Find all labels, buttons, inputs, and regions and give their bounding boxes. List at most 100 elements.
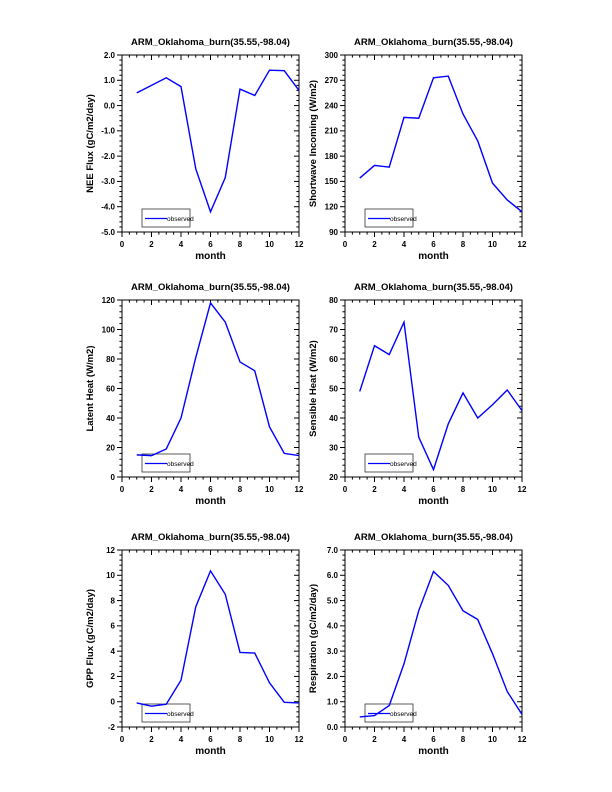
- x-tick-label: 4: [179, 240, 184, 249]
- x-tick-label: 2: [372, 240, 377, 249]
- y-tick-label: 3.0: [327, 647, 339, 656]
- x-axis-ticks: [121, 550, 300, 732]
- plot-border: [344, 54, 523, 233]
- y-tick-label: 20: [329, 473, 338, 482]
- data-line: [136, 69, 300, 214]
- legend-label: observed: [390, 216, 417, 223]
- y-axis-label: Shortwave Incoming (W/m2): [308, 80, 319, 207]
- x-tick-label: 4: [179, 735, 184, 744]
- data-line: [359, 319, 523, 472]
- y-tick-label: 270: [325, 76, 339, 85]
- y-tick-label: 2.0: [327, 672, 339, 681]
- x-tick-label: 0: [343, 735, 348, 744]
- x-tick-label: 8: [461, 735, 466, 744]
- legend-label: observed: [390, 461, 417, 468]
- x-tick-label: 0: [343, 240, 348, 249]
- x-tick-label: 4: [402, 485, 407, 494]
- y-tick-label: 300: [325, 51, 339, 60]
- y-tick-label: 60: [329, 355, 338, 364]
- x-axis-ticks: [121, 55, 300, 237]
- y-tick-label: 180: [325, 152, 339, 161]
- y-tick-label: -2.0: [101, 152, 115, 161]
- y-tick-label: 70: [329, 325, 338, 334]
- y-tick-label: 1.0: [327, 698, 339, 707]
- legend: observed: [141, 453, 194, 473]
- x-tick-label: 10: [488, 485, 497, 494]
- y-tick-label: 240: [325, 101, 339, 110]
- legend-label: observed: [167, 461, 194, 468]
- chart-shortwave-incoming: ARM_Oklahoma_burn(35.55,-98.04) 0 2 4 6 8 10 12…: [308, 37, 527, 262]
- chart-respiration: ARM_Oklahoma_burn(35.55,-98.04) 0 2 4 6 8 10 12…: [308, 532, 527, 757]
- x-axis-label: month: [195, 496, 226, 507]
- y-tick-label: 50: [329, 384, 338, 393]
- y-tick-label: 20: [106, 443, 115, 452]
- legend: observed: [141, 208, 194, 228]
- x-tick-label: 0: [120, 240, 125, 249]
- x-tick-label: 8: [461, 485, 466, 494]
- y-tick-label: 0.0: [104, 101, 116, 110]
- x-tick-label: 2: [149, 485, 154, 494]
- legend-label: observed: [167, 216, 194, 223]
- chart-sensible-heat: ARM_Oklahoma_burn(35.55,-98.04) 0 2 4 6 8 10 12…: [308, 282, 527, 507]
- legend: observed: [364, 703, 417, 723]
- x-tick-label: 2: [149, 735, 154, 744]
- x-axis-label: month: [195, 251, 226, 262]
- x-tick-label: 12: [518, 735, 527, 744]
- chart-title: ARM_Oklahoma_burn(35.55,-98.04): [354, 532, 513, 543]
- y-tick-label: 30: [329, 443, 338, 452]
- x-tick-label: 2: [149, 240, 154, 249]
- chart-panel-gpp-flux: ARM_Oklahoma_burn(35.55,-98.04) 0 2 4 6 8 10 12…: [42, 518, 322, 768]
- chart-panel-nee-flux: ARM_Oklahoma_burn(35.55,-98.04) 0 2 4 6 8 10 12…: [42, 23, 322, 273]
- y-axis-label: NEE Flux (gC/m2/day): [85, 94, 96, 193]
- x-tick-label: 4: [179, 485, 184, 494]
- x-tick-label: 8: [238, 485, 243, 494]
- y-tick-label: -3.0: [101, 177, 115, 186]
- y-axis-label: GPP Flux (gC/m2/day): [85, 589, 96, 688]
- x-axis-label: month: [418, 251, 449, 262]
- x-tick-label: 0: [120, 735, 125, 744]
- data-line: [359, 75, 523, 213]
- x-tick-label: 2: [372, 485, 377, 494]
- chart-shortwave-incoming: ARM_Oklahoma_burn(35.55,-98.04) 0 2 4 6 8 10 12…: [308, 37, 527, 262]
- chart-title: ARM_Oklahoma_burn(35.55,-98.04): [131, 282, 290, 293]
- chart-panel-shortwave-incoming: ARM_Oklahoma_burn(35.55,-98.04) 0 2 4 6 8 10 12…: [265, 23, 545, 273]
- y-axis-ticks: [340, 549, 522, 728]
- x-tick-label: 10: [265, 240, 274, 249]
- plot-border: [344, 549, 523, 728]
- legend: observed: [141, 703, 194, 723]
- x-tick-label: 6: [208, 485, 213, 494]
- y-tick-label: 210: [325, 127, 339, 136]
- y-tick-label: 120: [325, 203, 339, 212]
- chart-panel-sensible-heat: ARM_Oklahoma_burn(35.55,-98.04) 0 2 4 6 8 10 12…: [265, 268, 545, 518]
- y-tick-label: -4.0: [101, 203, 115, 212]
- y-tick-label: 6.0: [327, 571, 339, 580]
- x-tick-label: 12: [295, 240, 304, 249]
- x-tick-label: 10: [488, 735, 497, 744]
- x-tick-label: 4: [402, 240, 407, 249]
- x-axis-ticks: [344, 55, 523, 237]
- chart-nee-flux: ARM_Oklahoma_burn(35.55,-98.04) 0 2 4 6 8 10 12…: [85, 37, 304, 262]
- y-tick-label: 40: [329, 414, 338, 423]
- chart-latent-heat: ARM_Oklahoma_burn(35.55,-98.04) 0 2 4 6 8 10 12…: [85, 282, 304, 507]
- chart-gpp-flux: ARM_Oklahoma_burn(35.55,-98.04) 0 2 4 6 8 10 12…: [85, 532, 304, 757]
- y-tick-label: 0: [111, 698, 116, 707]
- x-tick-label: 12: [295, 735, 304, 744]
- y-axis-label: Respiration (gC/m2/day): [308, 584, 319, 693]
- y-tick-label: 8: [111, 596, 116, 605]
- x-tick-label: 0: [120, 485, 125, 494]
- x-tick-label: 10: [488, 240, 497, 249]
- data-line: [359, 570, 523, 718]
- y-tick-label: 40: [106, 414, 115, 423]
- legend-label: observed: [390, 711, 417, 718]
- x-tick-label: 4: [402, 735, 407, 744]
- y-axis-ticks: [117, 299, 299, 478]
- x-tick-label: 8: [238, 735, 243, 744]
- y-axis-ticks: [340, 54, 522, 233]
- data-line: [136, 301, 300, 457]
- x-axis-label: month: [418, 746, 449, 757]
- x-axis-ticks: [344, 550, 523, 732]
- chart-nee-flux: ARM_Oklahoma_burn(35.55,-98.04) 0 2 4 6 8 10 12…: [85, 37, 304, 262]
- legend-label: observed: [167, 711, 194, 718]
- y-tick-label: 100: [102, 325, 116, 334]
- x-tick-label: 6: [208, 240, 213, 249]
